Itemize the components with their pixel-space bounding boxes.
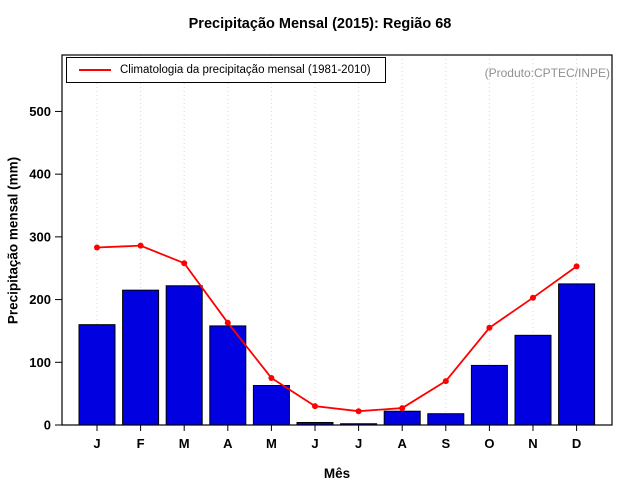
bar-M-3 [165,285,203,426]
x-axis-title: Mês [323,466,351,481]
x-tick-label: M [179,436,190,451]
climatology-point-3 [181,260,188,267]
bar-O-10 [470,364,508,426]
y-tick-label: 500 [29,104,51,119]
chart-title: Precipitação Mensal (2015): Região 68 [188,16,452,32]
y-tick-label: 300 [29,229,51,244]
bar-J-1 [78,324,116,426]
x-tick-label: O [484,436,494,451]
climatology-point-1 [94,244,100,251]
plot-border [61,54,613,426]
bar-A-4 [209,325,247,426]
y-tick-label: 100 [29,355,51,370]
bar-A-8 [383,410,421,426]
bar-S-9 [427,413,465,426]
x-tick-label: D [572,436,581,451]
y-tick-label: 400 [29,167,51,182]
y-axis-title: Precipitação mensal (mm) [5,156,21,325]
climatology-point-4 [224,319,231,326]
x-tick-label: J [93,436,100,451]
legend-line-sample [79,69,111,71]
climatology-point-8 [399,405,406,412]
x-tick-label: M [266,436,277,451]
x-tick-label: J [311,436,318,451]
x-tick-label: S [441,436,450,451]
climatology-point-6 [312,403,318,410]
bar-N-11 [514,334,552,426]
legend-label: Climatologia da precipitação mensal (198… [120,64,371,76]
y-tick-label: 0 [44,418,51,433]
climatology-point-9 [442,378,449,385]
legend: Climatologia da precipitação mensal (198… [66,57,386,83]
bar-D-12 [558,283,596,426]
climatology-point-10 [486,324,493,331]
x-tick-label: A [398,436,408,451]
climatology-point-11 [530,294,536,301]
climatology-line [96,244,578,413]
watermark-product-credit: (Produto:CPTEC/INPE) [484,66,610,80]
x-tick-label: F [137,436,145,451]
bar-M-5 [252,384,290,426]
y-tick-label: 200 [29,292,51,307]
climatology-point-12 [573,263,580,270]
x-tick-label: N [528,436,537,451]
x-tick-label: J [355,436,362,451]
climatology-point-7 [355,408,362,415]
x-tick-label: A [223,436,233,451]
climatology-point-5 [268,374,275,381]
bar-F-2 [122,289,160,426]
climatology-point-2 [137,242,144,249]
